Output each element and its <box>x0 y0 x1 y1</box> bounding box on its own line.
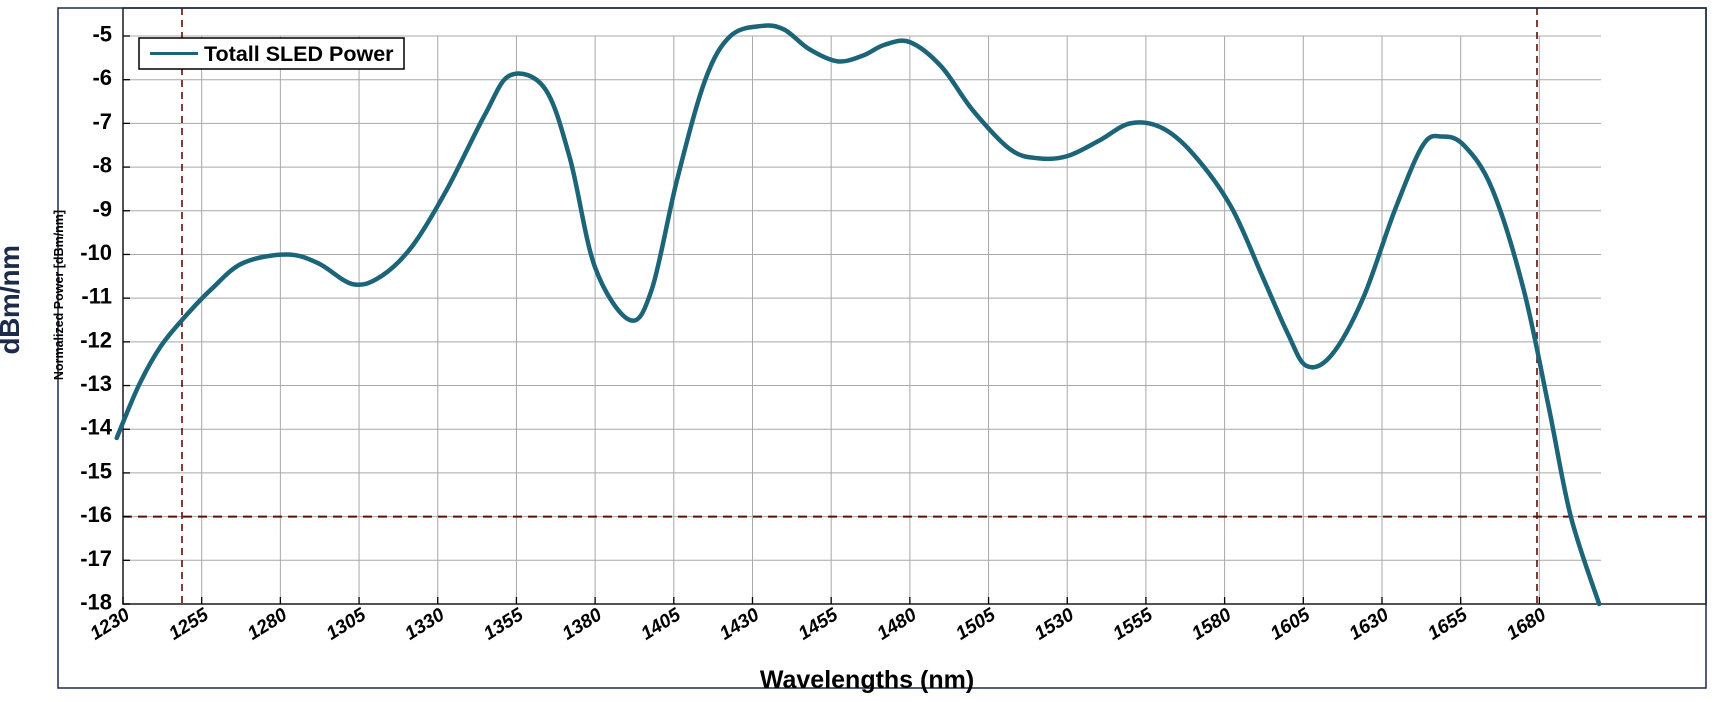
svg-text:-13: -13 <box>80 371 112 396</box>
svg-text:1430: 1430 <box>716 604 763 644</box>
svg-text:-9: -9 <box>92 196 112 221</box>
svg-text:1280: 1280 <box>244 604 291 644</box>
svg-text:-15: -15 <box>80 458 112 483</box>
svg-text:1455: 1455 <box>795 604 842 644</box>
svg-text:-7: -7 <box>92 109 112 134</box>
svg-text:1655: 1655 <box>1424 604 1471 644</box>
svg-text:1330: 1330 <box>401 604 448 644</box>
svg-text:-12: -12 <box>80 327 112 352</box>
svg-text:-14: -14 <box>80 415 113 440</box>
svg-text:1380: 1380 <box>559 604 606 644</box>
svg-text:-11: -11 <box>81 284 112 309</box>
svg-text:1505: 1505 <box>952 604 999 644</box>
svg-text:-5: -5 <box>92 22 112 47</box>
svg-text:Normalized Power [dBm/nm]: Normalized Power [dBm/nm] <box>52 210 66 380</box>
svg-text:1580: 1580 <box>1188 604 1235 644</box>
svg-text:dBm/nm: dBm/nm <box>0 246 25 355</box>
svg-text:Totall SLED Power: Totall SLED Power <box>204 42 394 66</box>
svg-text:1255: 1255 <box>165 604 212 644</box>
svg-text:-18: -18 <box>80 590 112 615</box>
svg-text:-10: -10 <box>80 240 112 265</box>
svg-text:1630: 1630 <box>1346 604 1393 644</box>
svg-text:1405: 1405 <box>637 604 684 644</box>
svg-text:1480: 1480 <box>874 604 921 644</box>
svg-text:1530: 1530 <box>1031 604 1078 644</box>
svg-text:1355: 1355 <box>480 604 527 644</box>
svg-text:1305: 1305 <box>323 604 370 644</box>
svg-text:1680: 1680 <box>1503 604 1550 644</box>
svg-text:-16: -16 <box>80 502 112 527</box>
svg-text:1605: 1605 <box>1267 604 1314 644</box>
svg-text:1555: 1555 <box>1110 604 1157 644</box>
svg-text:Wavelengths (nm): Wavelengths (nm) <box>760 666 974 694</box>
svg-text:-6: -6 <box>92 65 112 90</box>
svg-text:-17: -17 <box>80 546 112 571</box>
svg-text:-8: -8 <box>92 153 112 178</box>
